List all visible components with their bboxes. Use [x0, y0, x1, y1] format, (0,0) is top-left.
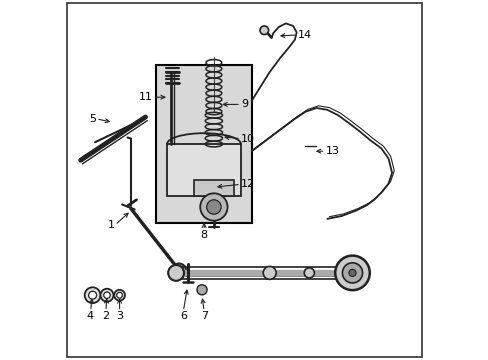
Text: 8: 8 [200, 230, 207, 240]
Circle shape [114, 290, 125, 301]
Circle shape [260, 26, 268, 35]
Text: 7: 7 [200, 311, 207, 321]
Circle shape [101, 289, 113, 302]
Text: 4: 4 [87, 311, 94, 321]
Circle shape [200, 193, 227, 221]
Circle shape [171, 264, 186, 278]
Circle shape [103, 292, 110, 298]
Polygon shape [167, 144, 241, 196]
Bar [156, 65, 251, 223]
Text: 12: 12 [241, 179, 255, 189]
Text: 9: 9 [241, 99, 247, 109]
Circle shape [263, 266, 276, 279]
Text: 13: 13 [325, 146, 339, 156]
Text: 10: 10 [241, 134, 254, 144]
Circle shape [168, 265, 183, 281]
Circle shape [84, 287, 101, 303]
Text: 11: 11 [139, 92, 152, 102]
Circle shape [117, 292, 122, 298]
Circle shape [335, 256, 369, 290]
Text: 6: 6 [180, 311, 186, 321]
Polygon shape [194, 180, 233, 196]
Text: 14: 14 [297, 30, 311, 40]
Text: 1: 1 [108, 220, 115, 230]
Circle shape [342, 263, 362, 283]
Text: 2: 2 [102, 311, 109, 321]
Circle shape [304, 268, 314, 278]
Text: 5: 5 [89, 114, 96, 124]
Circle shape [197, 285, 206, 295]
Circle shape [206, 200, 221, 214]
Circle shape [348, 269, 355, 276]
Circle shape [88, 291, 96, 299]
Text: 3: 3 [116, 311, 123, 321]
